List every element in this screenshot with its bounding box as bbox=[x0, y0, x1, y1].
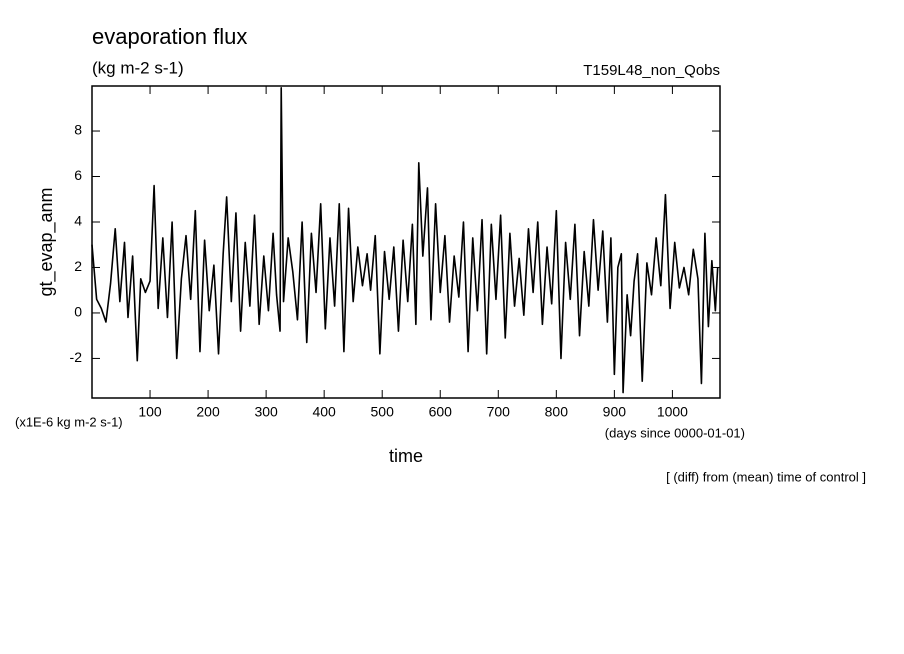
y-tick-label: 6 bbox=[74, 167, 82, 183]
y-tick-label: -2 bbox=[70, 349, 83, 365]
x-tick-label: 700 bbox=[487, 404, 511, 420]
x-tick-label: 200 bbox=[196, 404, 220, 420]
y-axis-label: gt_evap_anm bbox=[36, 187, 57, 296]
y-tick-label: 4 bbox=[74, 213, 82, 229]
x-tick-label: 600 bbox=[429, 404, 453, 420]
y-unit: (x1E-6 kg m-2 s-1) bbox=[15, 414, 123, 429]
x-tick-label: 900 bbox=[603, 404, 627, 420]
y-tick-label: 8 bbox=[74, 122, 82, 138]
chart-title: evaporation flux bbox=[92, 24, 247, 49]
x-tick-label: 100 bbox=[138, 404, 162, 420]
y-tick-label: 0 bbox=[74, 304, 82, 320]
annotation: [ (diff) from (mean) time of control ] bbox=[666, 469, 866, 484]
x-axis-label: time bbox=[389, 446, 423, 466]
x-tick-label: 800 bbox=[545, 404, 569, 420]
y-tick-label: 2 bbox=[74, 258, 82, 274]
x-tick-label: 1000 bbox=[657, 404, 688, 420]
x-tick-label: 500 bbox=[371, 404, 395, 420]
data-line bbox=[91, 87, 719, 394]
x-tick-label: 400 bbox=[312, 404, 336, 420]
run-label: T159L48_non_Qobs bbox=[583, 62, 720, 79]
subtitle: (kg m-2 s-1) bbox=[92, 58, 184, 77]
x-tick-label: 300 bbox=[254, 404, 278, 420]
plot-frame bbox=[91, 85, 721, 399]
x-unit: (days since 0000-01-01) bbox=[605, 425, 745, 440]
